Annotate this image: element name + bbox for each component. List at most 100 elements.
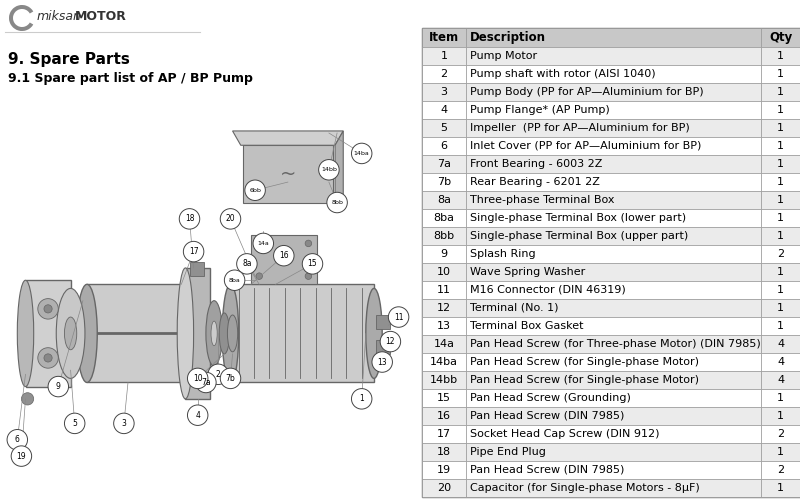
Bar bbox=[422, 443, 466, 461]
Bar bbox=[466, 443, 761, 461]
Bar bbox=[761, 425, 800, 443]
Circle shape bbox=[253, 233, 274, 254]
Circle shape bbox=[38, 298, 58, 319]
Text: MOTOR: MOTOR bbox=[75, 10, 127, 24]
Circle shape bbox=[256, 273, 262, 280]
Bar bbox=[466, 461, 761, 479]
Ellipse shape bbox=[366, 288, 382, 378]
Circle shape bbox=[388, 307, 409, 328]
Bar bbox=[466, 191, 761, 209]
Text: 7a: 7a bbox=[437, 159, 451, 169]
Circle shape bbox=[7, 430, 27, 450]
Bar bbox=[376, 340, 390, 354]
Text: 17: 17 bbox=[437, 429, 451, 439]
Circle shape bbox=[196, 372, 216, 392]
Bar bbox=[422, 407, 466, 425]
Bar bbox=[26, 280, 70, 386]
Bar bbox=[466, 227, 761, 245]
Circle shape bbox=[380, 332, 401, 352]
Text: 8bb: 8bb bbox=[434, 231, 454, 241]
Bar bbox=[466, 28, 761, 47]
Bar bbox=[422, 137, 466, 155]
Text: M16 Connector (DIN 46319): M16 Connector (DIN 46319) bbox=[470, 285, 626, 295]
Bar bbox=[422, 335, 466, 353]
Text: 13: 13 bbox=[378, 358, 387, 366]
Text: 1: 1 bbox=[441, 51, 447, 61]
Circle shape bbox=[183, 242, 204, 262]
Text: ~: ~ bbox=[280, 164, 296, 184]
Text: 12: 12 bbox=[386, 337, 395, 346]
Text: 7b: 7b bbox=[226, 374, 235, 383]
Text: 5: 5 bbox=[72, 419, 77, 428]
Text: 18: 18 bbox=[185, 214, 194, 224]
Text: 16: 16 bbox=[437, 411, 451, 421]
Bar bbox=[243, 146, 333, 203]
Circle shape bbox=[114, 413, 134, 434]
Bar bbox=[466, 317, 761, 335]
Bar bbox=[422, 317, 466, 335]
Text: Wave Spring Washer: Wave Spring Washer bbox=[470, 267, 586, 277]
Bar bbox=[422, 299, 466, 317]
Bar bbox=[422, 155, 466, 173]
Text: 1: 1 bbox=[777, 69, 784, 79]
Text: Item: Item bbox=[429, 31, 459, 44]
Text: 1: 1 bbox=[777, 285, 784, 295]
Text: 1: 1 bbox=[777, 213, 784, 223]
Text: Pan Head Screw (DIN 7985): Pan Head Screw (DIN 7985) bbox=[470, 465, 624, 475]
Bar bbox=[466, 425, 761, 443]
Bar bbox=[761, 443, 800, 461]
Circle shape bbox=[351, 388, 372, 409]
Text: 3: 3 bbox=[441, 87, 447, 97]
Text: 9. Spare Parts: 9. Spare Parts bbox=[8, 52, 130, 67]
Text: Front Bearing - 6003 2Z: Front Bearing - 6003 2Z bbox=[470, 159, 602, 169]
Text: 1: 1 bbox=[777, 447, 784, 457]
Text: Pipe End Plug: Pipe End Plug bbox=[470, 447, 546, 457]
Circle shape bbox=[224, 270, 245, 290]
Text: 8a: 8a bbox=[437, 195, 451, 205]
Text: 9: 9 bbox=[441, 249, 447, 259]
Text: 2: 2 bbox=[441, 69, 447, 79]
Bar bbox=[761, 389, 800, 407]
Text: Three-phase Terminal Box: Three-phase Terminal Box bbox=[470, 195, 614, 205]
Text: 15: 15 bbox=[308, 260, 318, 268]
Bar bbox=[466, 353, 761, 371]
Ellipse shape bbox=[178, 268, 194, 399]
Text: 1: 1 bbox=[777, 51, 784, 61]
Bar bbox=[466, 209, 761, 227]
Circle shape bbox=[351, 143, 372, 164]
Text: 1: 1 bbox=[359, 394, 364, 404]
Ellipse shape bbox=[18, 280, 34, 386]
Text: 15: 15 bbox=[437, 393, 451, 403]
Text: 6: 6 bbox=[15, 435, 20, 444]
Text: 2: 2 bbox=[216, 370, 221, 379]
Text: 1: 1 bbox=[777, 123, 784, 133]
Bar bbox=[761, 227, 800, 245]
Bar bbox=[761, 299, 800, 317]
Bar bbox=[422, 227, 466, 245]
Bar bbox=[761, 137, 800, 155]
Bar bbox=[422, 461, 466, 479]
Bar bbox=[251, 235, 317, 284]
Text: Pan Head Screw (for Single-phase Motor): Pan Head Screw (for Single-phase Motor) bbox=[470, 357, 699, 367]
Bar bbox=[466, 335, 761, 353]
Text: 1: 1 bbox=[777, 303, 784, 313]
Bar bbox=[422, 101, 466, 119]
Text: 9: 9 bbox=[56, 382, 61, 391]
Text: 6bb: 6bb bbox=[249, 188, 261, 192]
Ellipse shape bbox=[211, 321, 217, 345]
Bar bbox=[761, 47, 800, 65]
Bar bbox=[466, 155, 761, 173]
Text: 14a: 14a bbox=[434, 339, 454, 349]
Bar bbox=[761, 245, 800, 263]
Bar bbox=[422, 47, 466, 65]
Text: 20: 20 bbox=[437, 483, 451, 493]
Bar bbox=[422, 119, 466, 137]
Bar bbox=[466, 245, 761, 263]
Text: Pan Head Screw (for Three-phase Motor) (DIN 7985): Pan Head Screw (for Three-phase Motor) (… bbox=[470, 339, 761, 349]
Bar bbox=[422, 245, 466, 263]
Text: 1: 1 bbox=[777, 177, 784, 187]
Text: 3: 3 bbox=[122, 419, 126, 428]
Text: Description: Description bbox=[470, 31, 546, 44]
Bar bbox=[422, 28, 800, 497]
Circle shape bbox=[274, 246, 294, 266]
